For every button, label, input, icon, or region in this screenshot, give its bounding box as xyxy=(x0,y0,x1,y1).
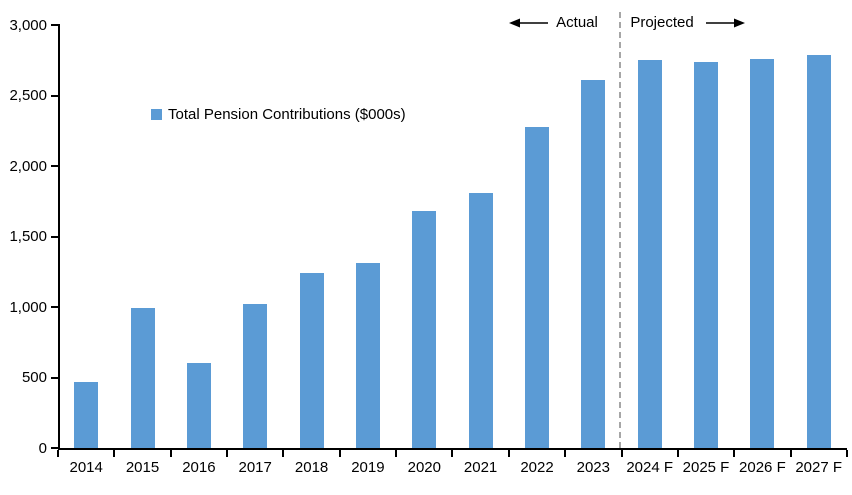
x-axis-label: 2022 xyxy=(520,459,554,476)
x-axis-label: 2025 F xyxy=(682,459,730,476)
bar xyxy=(750,58,775,448)
y-axis-label: 2,500 xyxy=(9,87,47,104)
actual-left-arrow-icon xyxy=(509,18,548,28)
x-axis-tick xyxy=(564,450,567,457)
x-axis-tick xyxy=(676,450,679,457)
x-axis-label: 2023 xyxy=(576,459,610,476)
x-axis-tick xyxy=(395,450,398,457)
bar xyxy=(355,262,380,448)
x-axis-label: 2020 xyxy=(407,459,441,476)
x-axis-tick xyxy=(845,450,848,457)
bar xyxy=(525,126,549,448)
legend-label: Total Pension Contributions ($000s) xyxy=(168,106,406,123)
y-axis-label: 500 xyxy=(21,369,47,386)
x-axis-label: 2014 xyxy=(69,459,103,476)
x-axis-tick xyxy=(338,450,341,457)
legend-marker-icon xyxy=(151,109,162,120)
y-axis-line xyxy=(58,24,60,450)
x-axis-tick xyxy=(226,450,229,457)
bar xyxy=(637,60,662,449)
x-axis-label: 2027 F xyxy=(795,459,843,476)
x-axis-line xyxy=(58,448,847,450)
x-axis-tick xyxy=(507,450,510,457)
bar xyxy=(412,211,437,448)
x-axis-label: 2015 xyxy=(125,459,160,476)
bar xyxy=(130,308,155,448)
x-axis-label: 2019 xyxy=(351,459,385,476)
x-axis-tick xyxy=(733,450,736,457)
x-axis-tick xyxy=(620,450,623,457)
x-axis-tick xyxy=(451,450,454,457)
projected-label: Projected xyxy=(630,14,694,31)
bar xyxy=(299,273,324,448)
bar xyxy=(74,381,99,448)
actual-label: Actual xyxy=(556,14,598,31)
bar xyxy=(806,54,831,448)
y-axis-label: 0 xyxy=(38,439,47,457)
bar xyxy=(694,61,718,448)
legend: Total Pension Contributions ($000s) xyxy=(151,106,406,123)
y-axis-label: 3,000 xyxy=(9,16,47,34)
bar xyxy=(468,192,493,448)
x-axis-label: 2018 xyxy=(294,459,329,476)
bar xyxy=(581,80,606,448)
y-axis-tick xyxy=(51,376,59,379)
x-axis-tick xyxy=(169,450,172,457)
y-axis-tick xyxy=(51,447,59,449)
y-axis-tick xyxy=(51,165,59,167)
y-axis-tick xyxy=(51,235,59,238)
x-axis-tick xyxy=(789,450,792,457)
x-axis-label: 2026 F xyxy=(739,459,786,476)
y-axis-tick xyxy=(51,24,59,26)
y-axis-label: 2,000 xyxy=(9,157,47,175)
x-axis-tick xyxy=(57,450,59,457)
y-axis-tick xyxy=(51,306,59,308)
bar xyxy=(243,304,268,448)
x-axis-label: 2021 xyxy=(463,459,498,476)
bar xyxy=(186,363,211,448)
x-axis-tick xyxy=(282,450,285,457)
y-axis-tick xyxy=(51,94,59,97)
x-axis-label: 2016 xyxy=(182,459,216,476)
y-axis-label: 1,000 xyxy=(9,298,47,316)
projected-right-arrow-icon xyxy=(706,18,745,28)
actual-projected-divider xyxy=(618,12,621,448)
y-axis-label: 1,500 xyxy=(9,228,47,245)
x-axis-tick xyxy=(113,450,116,457)
x-axis-label: 2017 xyxy=(238,459,272,476)
x-axis-label: 2024 F xyxy=(626,459,674,476)
